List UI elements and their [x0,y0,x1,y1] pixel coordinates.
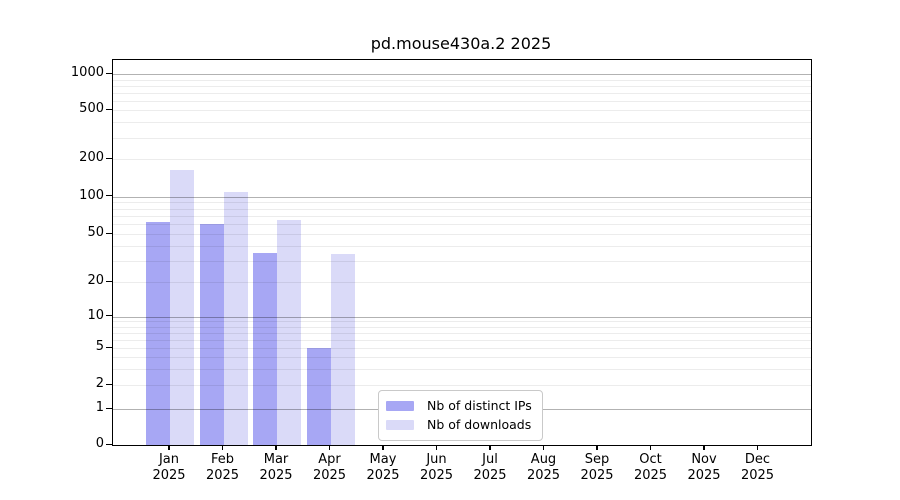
minor-gridline [113,137,811,139]
minor-gridline [113,79,811,81]
minor-gridline [113,202,811,204]
major-gridline [113,316,811,318]
y-tick-mark [106,315,112,317]
y-tick-label: 100 [79,187,104,203]
legend-swatch-downloads [386,419,414,430]
x-tick-mark [275,445,277,450]
y-tick-label: 500 [79,101,104,117]
bar-jan-downloads [170,170,194,445]
x-tick-label-jan: Jan 2025 [152,452,186,483]
y-tick-mark [106,108,112,110]
x-tick-label-aug: Aug 2025 [526,452,561,483]
y-tick-mark [106,232,112,234]
y-tick-mark [106,195,112,197]
minor-gridline [113,357,811,358]
legend-label-downloads: Nb of downloads [427,416,532,432]
legend-label-distinct-ips: Nb of distinct IPs [427,397,532,413]
x-tick-mark [596,445,598,450]
x-tick-mark [703,445,705,450]
bar-mar-downloads [277,219,301,445]
major-gridline [113,74,811,75]
plot-area: Nb of distinct IPs Nb of downloads [112,59,812,446]
x-tick-label-apr: Apr 2025 [312,452,347,483]
minor-gridline [113,234,811,235]
legend-item-distinct-ips: Nb of distinct IPs [386,396,534,415]
y-tick-mark [106,72,112,74]
x-tick-label-dec: Dec 2025 [740,452,775,483]
y-tick-label: 2 [95,376,104,391]
minor-gridline [113,282,811,283]
x-tick-mark [542,445,545,450]
minor-gridline [113,215,811,217]
bar-apr-distinct-ips [306,348,331,445]
x-tick-mark [756,445,759,450]
y-tick-label: 50 [87,225,104,240]
major-gridline [113,196,811,198]
y-tick-label: 1000 [70,65,104,80]
x-tick-mark [328,445,331,450]
x-tick-mark [221,445,224,450]
y-tick-label: 1 [95,400,104,415]
y-tick-mark [106,407,112,409]
x-tick-mark [649,445,652,450]
chart-title: pd.mouse430a.2 2025 [370,34,552,53]
x-tick-mark [382,445,384,450]
bar-feb-distinct-ips [199,224,224,445]
minor-gridline [113,321,811,323]
x-tick-label-feb: Feb 2025 [205,452,240,483]
bar-apr-downloads [330,254,355,445]
y-tick-label: 0 [95,436,104,451]
minor-gridline [113,122,811,124]
x-tick-label-mar: Mar 2025 [259,452,293,483]
minor-gridline [113,348,811,349]
x-tick-label-nov: Nov 2025 [687,452,721,483]
x-tick-label-may: May 2025 [366,452,400,483]
minor-gridline [113,245,811,247]
x-tick-mark [489,445,491,450]
minor-gridline [113,85,811,87]
x-tick-label-oct: Oct 2025 [633,452,668,483]
y-tick-mark [106,346,112,348]
legend-item-downloads: Nb of downloads [386,415,534,434]
y-tick-label: 10 [87,307,104,323]
y-tick-mark [106,157,112,159]
minor-gridline [113,224,811,226]
legend-swatch-distinct-ips [386,400,414,411]
x-tick-label-jul: Jul 2025 [473,452,507,483]
x-tick-mark [435,445,438,450]
y-tick-label: 200 [79,150,104,166]
minor-gridline [113,326,811,328]
minor-gridline [113,159,811,161]
minor-gridline [113,339,811,341]
bar-mar-distinct-ips [253,252,277,445]
legend: Nb of distinct IPs Nb of downloads [378,390,543,441]
y-tick-mark [106,443,112,445]
minor-gridline [113,332,811,334]
bar-jan-distinct-ips [146,221,170,445]
y-tick-mark [106,383,112,385]
minor-gridline [113,100,811,102]
y-tick-label: 20 [87,273,104,288]
minor-gridline [113,92,811,94]
minor-gridline [113,260,811,262]
minor-gridline [113,110,811,112]
x-tick-label-sep: Sep 2025 [580,452,614,483]
minor-gridline [113,385,811,386]
minor-gridline [113,208,811,210]
x-tick-label-jun: Jun 2025 [419,452,454,483]
y-tick-mark [106,280,112,282]
x-tick-mark [168,445,170,450]
bar-feb-downloads [223,191,248,445]
minor-gridline [113,368,811,370]
y-tick-label: 5 [95,339,104,354]
